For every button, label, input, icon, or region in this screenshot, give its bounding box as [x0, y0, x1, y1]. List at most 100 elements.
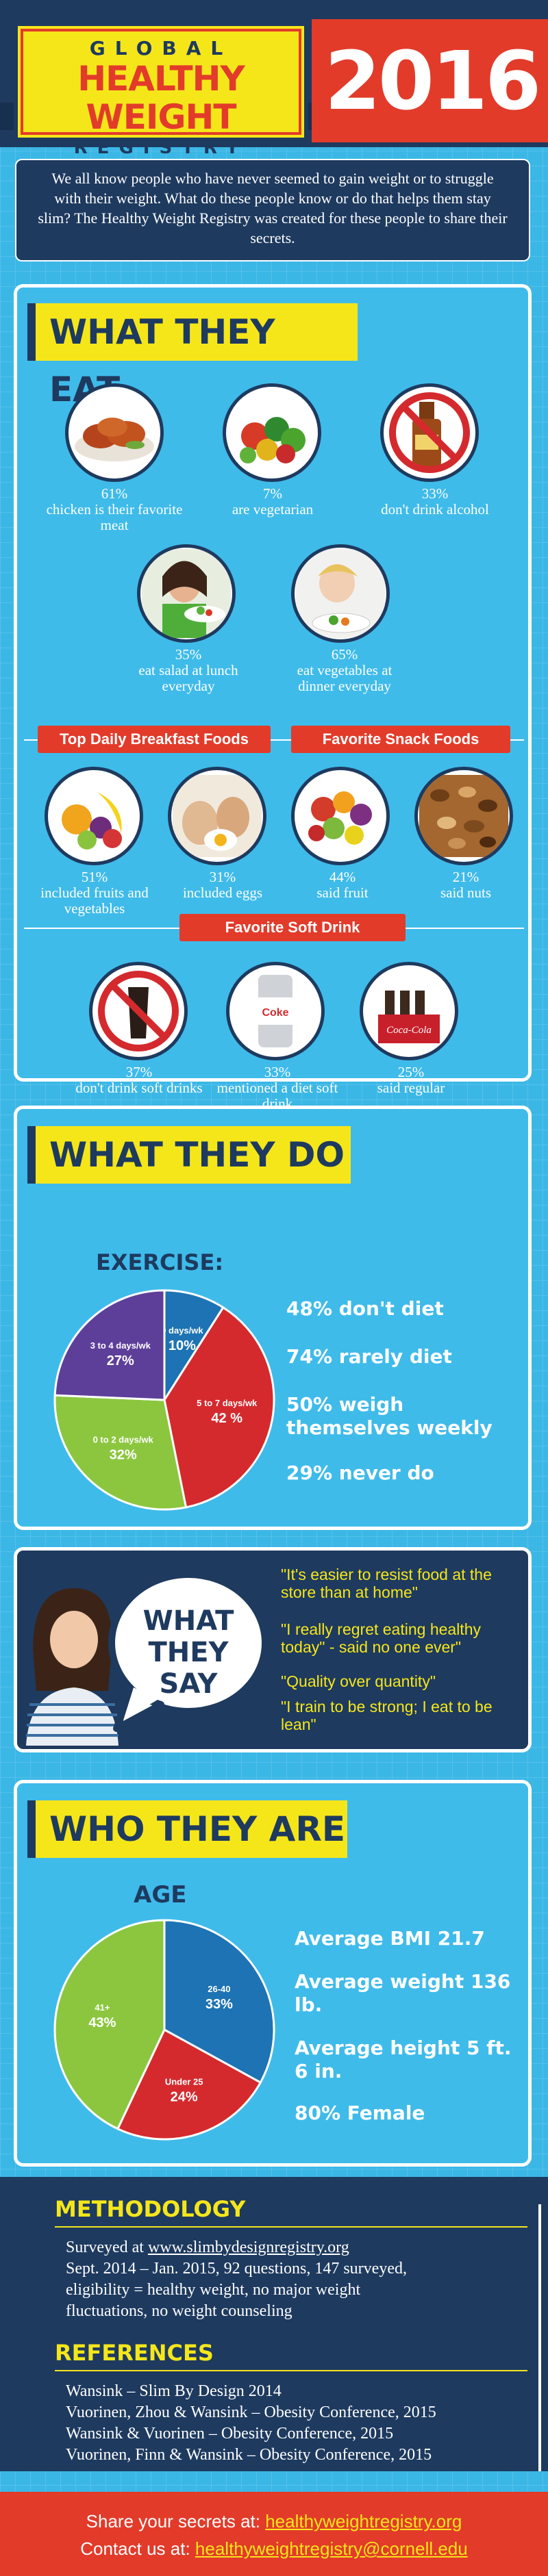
what-they-say-title: WHAT THEY SAY [142, 1605, 234, 1700]
methodology-band [0, 2177, 548, 2471]
year-label: 2016 [324, 34, 541, 128]
line-prefix: Surveyed at [66, 2239, 148, 2256]
do-stat-1: 48% don't diet [286, 1297, 444, 1320]
caption-text: don't drink soft drinks [75, 1080, 203, 1096]
age-pie-chart: 26-40 33% Under 25 24% 41+ 43% [53, 1919, 275, 2141]
references-list: Wansink – Slim By Design 2014 Vuorinen, … [66, 2381, 538, 2466]
who-stat-1: Average BMI 21.7 [295, 1927, 485, 1950]
registry-link[interactable]: www.slimbydesignregistry.org [147, 2239, 349, 2256]
salad-icon [137, 544, 236, 643]
pie-category-label: 0 days/wk [161, 1325, 203, 1336]
caption-text: eat vegetables at dinner everyday [297, 662, 393, 694]
quote-3: "Quality over quantity" [281, 1672, 436, 1690]
caption-text: included eggs [182, 884, 263, 901]
eat-caption-5: 65% eat vegetables at dinner everyday [277, 647, 412, 694]
side-rule [538, 2204, 541, 2471]
quote-1: "It's easier to resist food at the store… [281, 1566, 492, 1601]
nuts-icon [414, 767, 513, 865]
year-panel [312, 19, 548, 142]
age-label: AGE [134, 1881, 187, 1909]
pie-slice-2 [53, 1919, 166, 2130]
share-line: Share your secrets at: healthyweightregi… [0, 2511, 548, 2532]
pct: 65% [331, 646, 358, 663]
methodology-line-2: Sept. 2014 – Jan. 2015, 92 questions, 14… [66, 2260, 407, 2278]
quote-4: "I train to be strong; I eat to be lean" [281, 1698, 493, 1733]
pie-slice-0 [163, 1289, 225, 1404]
pie-slice-1 [116, 2028, 262, 2141]
methodology-text: Surveyed at www.slimbydesignregistry.org… [66, 2237, 538, 2322]
pct: 31% [209, 869, 236, 885]
pie-category-label: 3 to 4 days/wk [90, 1340, 151, 1351]
breakfast-caption-2: 31% included eggs [161, 869, 284, 901]
pie-value-label: 10% [169, 1338, 196, 1353]
svg-text:Coke: Coke [262, 1007, 288, 1019]
caption-text: eat salad at lunch everyday [138, 662, 238, 694]
pie-value-label: 43% [88, 2015, 116, 2030]
logo-top-text: GLOBAL [89, 37, 233, 60]
caption-text: are vegetarian [232, 501, 314, 518]
pie-slice-0 [163, 1919, 275, 2084]
pie-value-label: 33% [206, 1997, 233, 2012]
pie-category-label: 41+ [95, 2002, 110, 2013]
diet-coke-icon: Coke [226, 962, 325, 1060]
eat-caption-3: 33% don't drink alcohol [366, 486, 503, 518]
title-accent [27, 1800, 36, 1858]
pct: 51% [81, 869, 108, 885]
quote-2: "I really regret eating healthy today" -… [281, 1620, 481, 1656]
exercise-label: EXERCISE: [96, 1249, 224, 1275]
caption-text: don't drink alcohol [381, 501, 489, 518]
drink-caption-3: 25% said regular [356, 1064, 466, 1096]
who-stat-4: 80% Female [295, 2102, 425, 2124]
share-link[interactable]: healthyweightregistry.org [265, 2511, 462, 2532]
footer-band [0, 2492, 548, 2576]
speech-bubble [108, 1571, 269, 1732]
pie-value-label: 42 % [211, 1411, 242, 1426]
pie-category-label: 26-40 [208, 1984, 230, 1994]
no-soda-icon [89, 962, 188, 1060]
contact-link[interactable]: healthyweightregistry@cornell.edu [195, 2538, 468, 2559]
methodology-line-1: Surveyed at www.slimbydesignregistry.org [66, 2237, 538, 2258]
what-they-do-title: WHAT THEY DO [36, 1126, 351, 1184]
pie-value-label: 24% [171, 2089, 198, 2104]
contact-line: Contact us at: healthyweightregistry@cor… [0, 2538, 548, 2560]
do-stat-3: 50% weigh themselves weekly [286, 1393, 493, 1439]
woman-portrait-icon [26, 1588, 119, 1746]
drink-caption-1: 37% don't drink soft drinks [75, 1064, 203, 1096]
vegetables-icon [223, 383, 321, 482]
exercise-pie-chart: 0 days/wk 10% 5 to 7 days/wk 42 % 0 to 2 day… [53, 1289, 275, 1511]
breakfast-caption-1: 51% included fruits and vegetables [34, 869, 155, 917]
caption-text: said fruit [316, 884, 369, 901]
divider [24, 739, 524, 741]
soft-drink-ribbon: Favorite Soft Drink [179, 914, 406, 941]
pie-slice-1 [163, 1305, 275, 1509]
what-they-eat-title: WHAT THEY EAT [36, 303, 358, 409]
pct: 7% [263, 485, 282, 502]
contact-prefix: Contact us at: [80, 2538, 195, 2559]
pie-category-label: 0 to 2 days/wk [93, 1435, 154, 1445]
reference-item: Wansink & Vuorinen – Obesity Conference,… [66, 2425, 394, 2443]
no-alcohol-icon [380, 383, 479, 482]
title-accent [27, 303, 36, 361]
reference-item: Wansink – Slim By Design 2014 [66, 2382, 282, 2400]
drink-caption-2: 33% mentioned a diet soft drink [212, 1064, 342, 1112]
logo-main-text: HEALTHY WEIGHT [77, 59, 245, 137]
intro-text: We all know people who have never seemed… [15, 159, 530, 262]
eat-caption-4: 35% eat salad at lunch everyday [123, 647, 253, 694]
references-title: REFERENCES [55, 2340, 214, 2366]
caption-text: chicken is their favorite meat [46, 501, 183, 533]
fruit-icon [45, 767, 143, 865]
pct: 44% [329, 869, 356, 885]
caption-text: said regular [377, 1080, 445, 1096]
divider [55, 2370, 527, 2371]
pct: 61% [101, 485, 128, 502]
coca-cola-bottles-icon: Coca-Cola [360, 962, 458, 1060]
pie-slice-3 [53, 1289, 166, 1401]
do-stat-4: 29% never do [286, 1462, 434, 1484]
chicken-icon [65, 383, 164, 482]
eat-caption-1: 61% chicken is their favorite meat [45, 486, 184, 533]
eggs-icon [168, 767, 266, 865]
pct: 33% [421, 485, 449, 502]
logo-bottom-text: REGISTRY [73, 138, 249, 158]
kid-vegetables-icon [291, 544, 390, 643]
methodology-title: METHODOLOGY [55, 2196, 246, 2222]
